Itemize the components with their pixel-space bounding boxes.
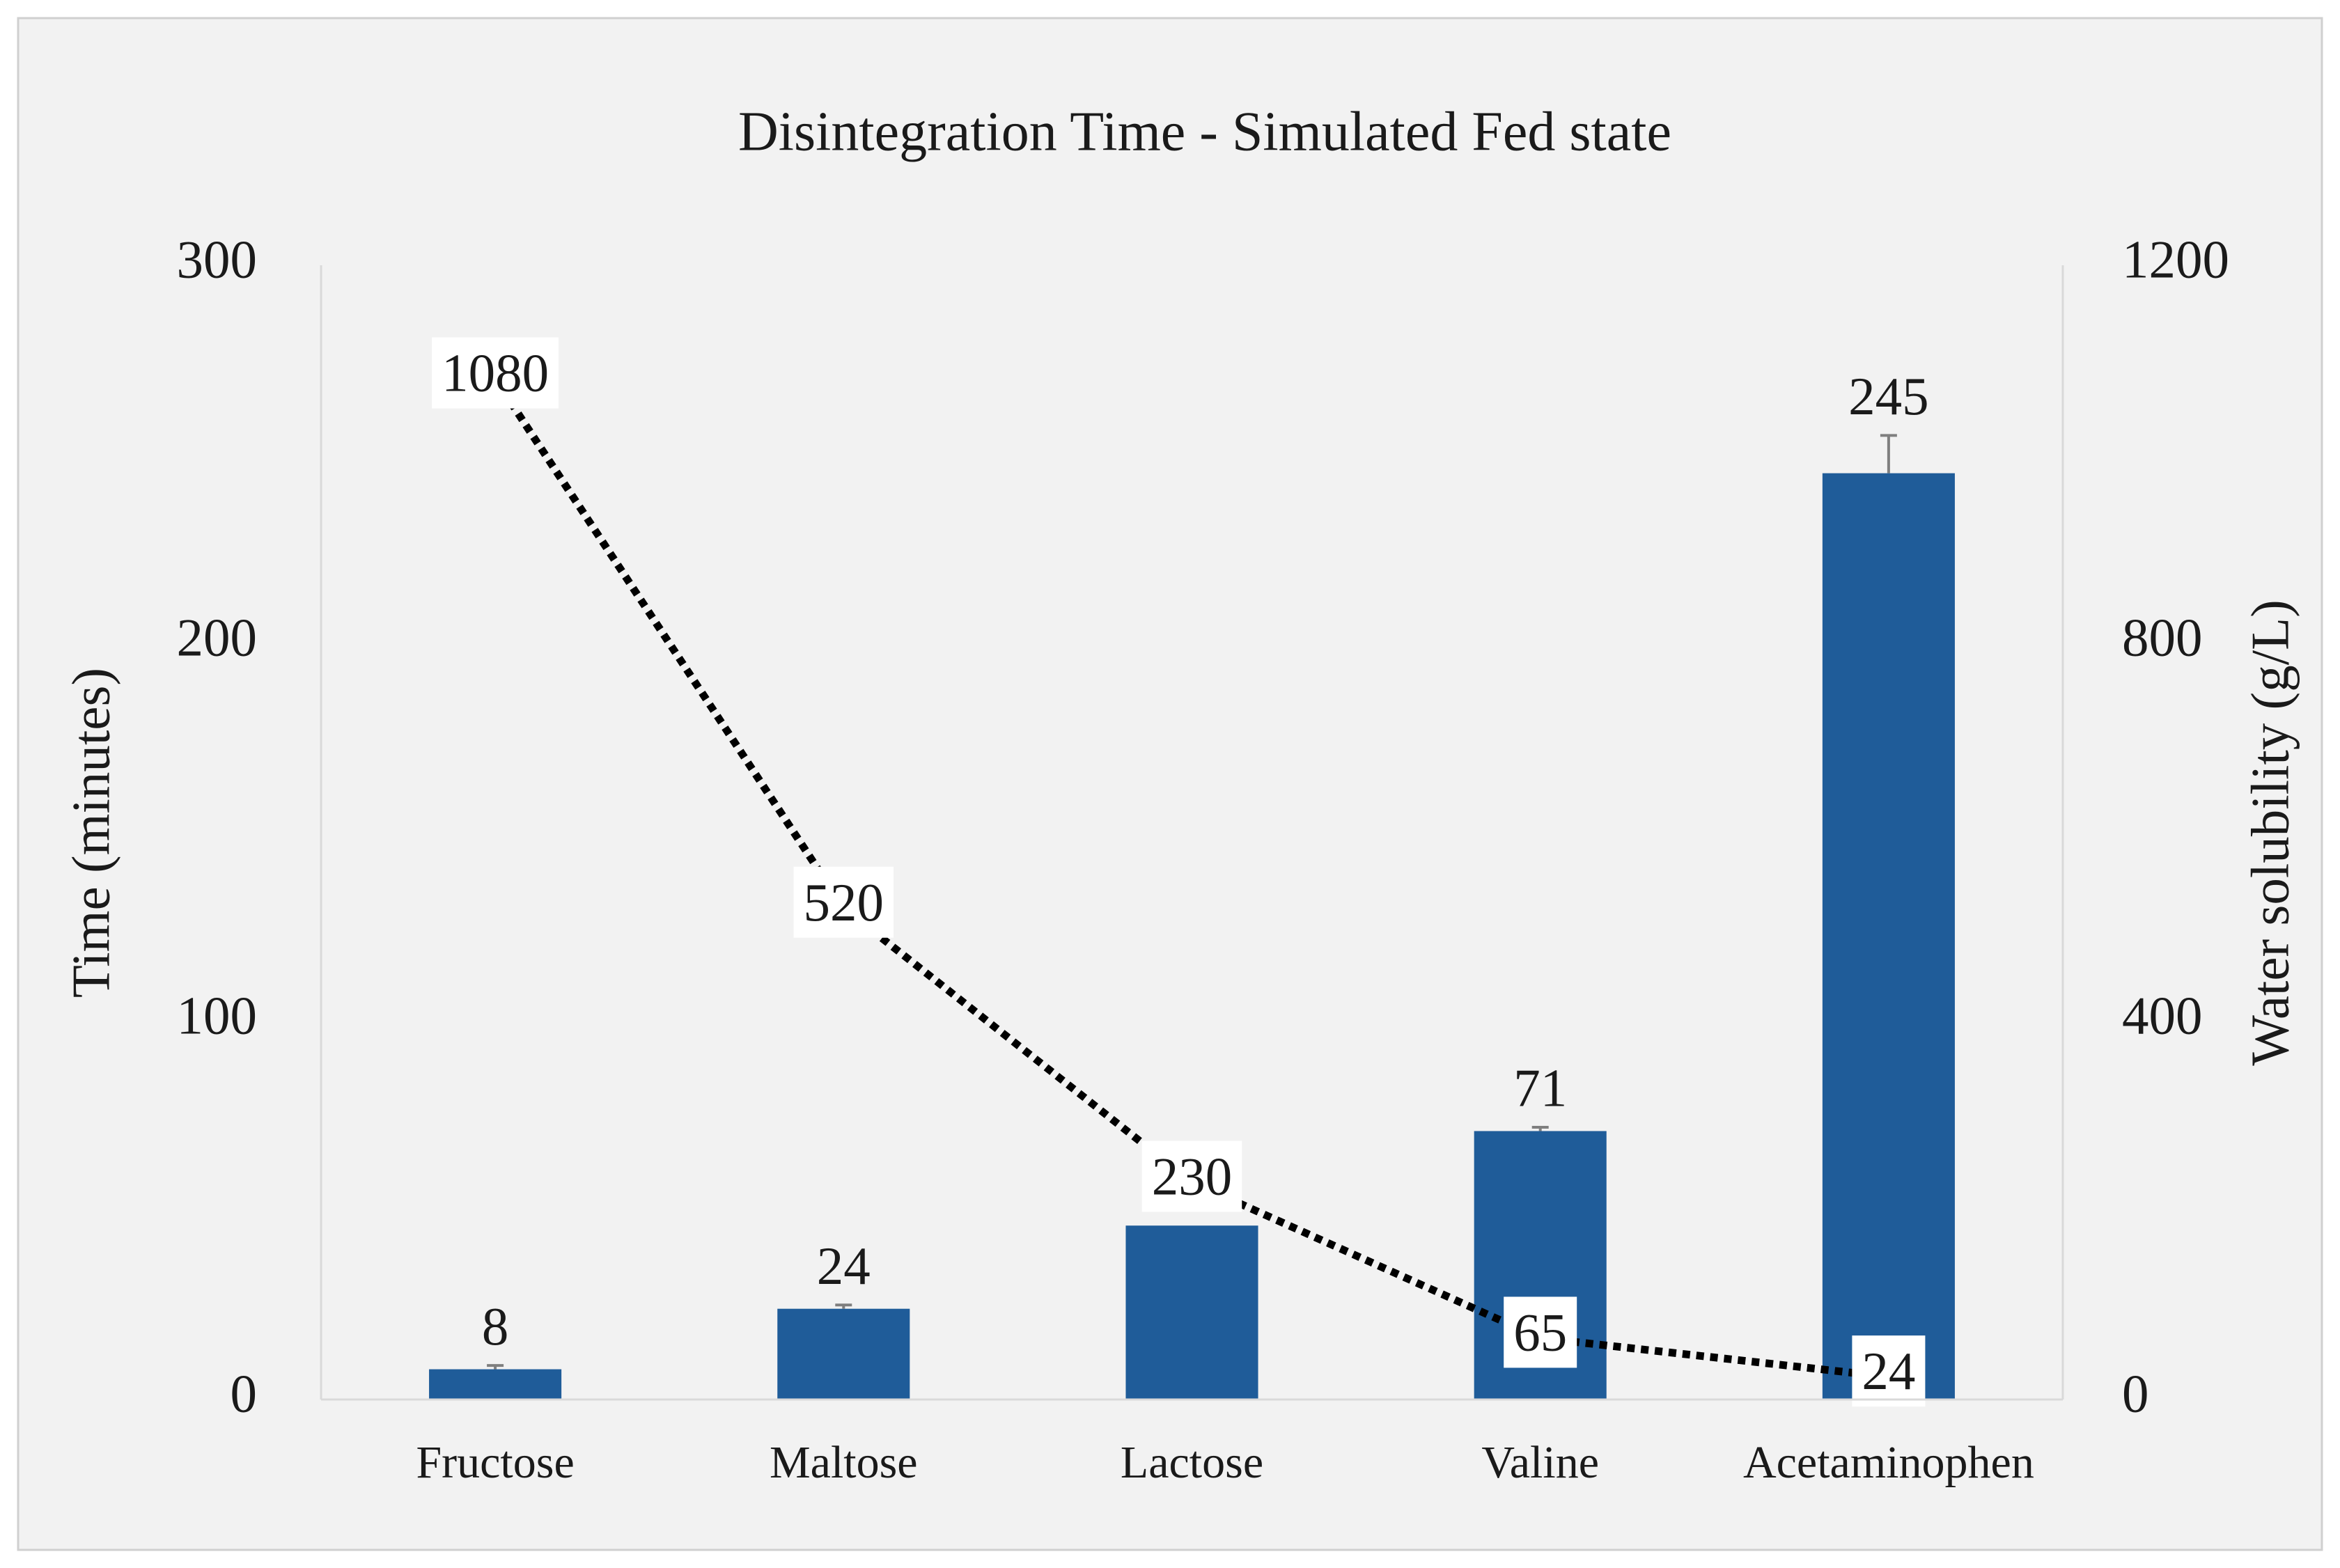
bar-value-label: 8 <box>482 1296 509 1356</box>
line-value-label: 1080 <box>442 343 549 403</box>
line-value-label: 24 <box>1862 1341 1915 1401</box>
line-value-label: 230 <box>1152 1146 1233 1206</box>
bar-value-label: 24 <box>817 1236 871 1296</box>
bar-value-label: 245 <box>1848 366 1929 426</box>
x-tick-label: Valine <box>1481 1437 1599 1488</box>
y-tick-label: 0 <box>231 1364 258 1424</box>
bar-value-label: 71 <box>1513 1058 1567 1118</box>
y-tick-label: 200 <box>177 608 258 668</box>
x-tick-label: Acetaminophen <box>1743 1437 2034 1488</box>
bar <box>1822 473 1955 1400</box>
chart-title: Disintegration Time - Simulated Fed stat… <box>738 101 1671 162</box>
y2-tick-label: 1200 <box>2122 230 2229 290</box>
bar <box>1125 1225 1258 1400</box>
line-value-label-box <box>793 866 894 938</box>
line-value-label-box <box>1504 1296 1577 1368</box>
x-tick-label: Fructose <box>416 1437 574 1488</box>
x-tick-label: Maltose <box>770 1437 918 1488</box>
line-value-label: 65 <box>1513 1302 1567 1362</box>
line-value-label-box <box>432 337 559 409</box>
bar <box>429 1369 562 1400</box>
y2-axis-title: Water solubility (g/L) <box>2240 599 2300 1066</box>
x-tick-label: Lactose <box>1121 1437 1263 1488</box>
y2-tick-label: 400 <box>2122 986 2203 1046</box>
y-axis-title: Time (minutes) <box>61 668 121 998</box>
bar <box>777 1308 910 1400</box>
y2-tick-label: 0 <box>2122 1364 2149 1424</box>
y2-tick-label: 800 <box>2122 608 2203 668</box>
line-value-label: 520 <box>804 872 884 932</box>
line-value-label-box <box>1852 1335 1926 1407</box>
line-value-label-box <box>1141 1140 1242 1212</box>
y-tick-label: 100 <box>177 986 258 1046</box>
y-tick-label: 300 <box>177 230 258 290</box>
